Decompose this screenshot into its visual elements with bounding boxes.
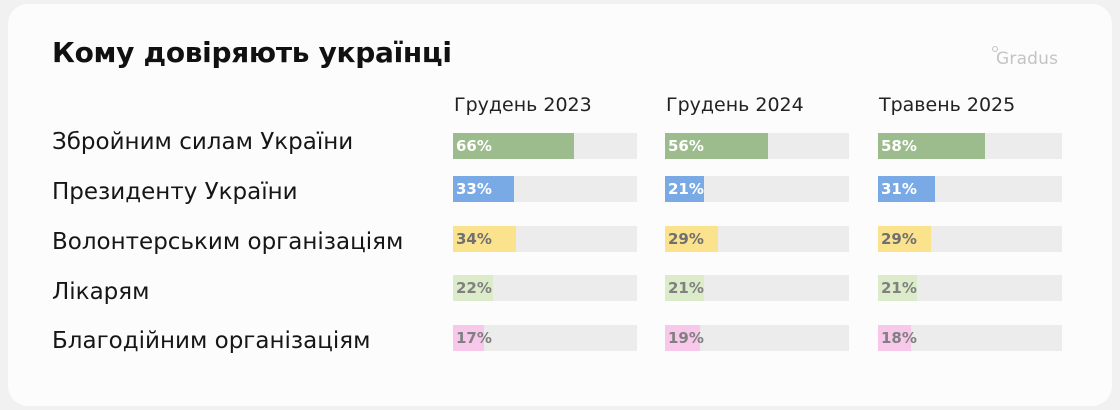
bar bbox=[665, 133, 768, 159]
bar-value-label: 18% bbox=[881, 329, 917, 347]
bar-track: 34% bbox=[453, 226, 637, 252]
bar bbox=[453, 176, 514, 202]
bar bbox=[878, 176, 935, 202]
bar-value-label: 31% bbox=[881, 180, 917, 198]
bar-track: 56% bbox=[665, 133, 849, 159]
bar-track: 21% bbox=[665, 176, 849, 202]
bar bbox=[453, 133, 574, 159]
category-label-volunteer-orgs: Волонтерським організаціям bbox=[52, 229, 404, 255]
bar-value-label: 34% bbox=[456, 230, 492, 248]
category-label-president: Президенту України bbox=[52, 179, 298, 205]
bar-value-label: 17% bbox=[456, 329, 492, 347]
bar-track: 33% bbox=[453, 176, 637, 202]
bar bbox=[665, 226, 718, 252]
period-header-dec-2023: Грудень 2023 bbox=[454, 94, 592, 116]
bar-track: 29% bbox=[878, 226, 1062, 252]
bar bbox=[453, 325, 484, 351]
bar-track: 21% bbox=[878, 275, 1062, 301]
bar-value-label: 21% bbox=[881, 279, 917, 297]
category-label-doctors: Лікарям bbox=[52, 279, 150, 305]
bar bbox=[453, 226, 516, 252]
bar-track: 18% bbox=[878, 325, 1062, 351]
bar-value-label: 21% bbox=[668, 279, 704, 297]
bar bbox=[878, 133, 985, 159]
bar-value-label: 56% bbox=[668, 137, 704, 155]
brand-logo: Gradus bbox=[992, 46, 1059, 69]
category-label-charity-orgs: Благодійним організаціям bbox=[52, 328, 371, 354]
brand-name: Gradus bbox=[996, 49, 1059, 69]
bar-track: 58% bbox=[878, 133, 1062, 159]
bar-track: 19% bbox=[665, 325, 849, 351]
bar-track: 66% bbox=[453, 133, 637, 159]
category-label-armed-forces: Збройним силам України bbox=[52, 129, 354, 155]
bar-value-label: 66% bbox=[456, 137, 492, 155]
bar-value-label: 29% bbox=[668, 230, 704, 248]
brand-dot-icon bbox=[992, 46, 998, 52]
bar-value-label: 22% bbox=[456, 279, 492, 297]
bar-value-label: 33% bbox=[456, 180, 492, 198]
bar-value-label: 58% bbox=[881, 137, 917, 155]
bar-value-label: 21% bbox=[668, 180, 704, 198]
bar-track: 31% bbox=[878, 176, 1062, 202]
period-header-may-2025: Травень 2025 bbox=[879, 94, 1016, 116]
bar bbox=[878, 325, 911, 351]
bar-value-label: 19% bbox=[668, 329, 704, 347]
bar bbox=[665, 275, 704, 301]
bar bbox=[878, 275, 917, 301]
bar bbox=[878, 226, 931, 252]
bar-track: 21% bbox=[665, 275, 849, 301]
bar-track: 17% bbox=[453, 325, 637, 351]
bar-value-label: 29% bbox=[881, 230, 917, 248]
bar bbox=[665, 325, 700, 351]
chart-title: Кому довіряють українці bbox=[52, 36, 452, 69]
period-header-dec-2024: Грудень 2024 bbox=[666, 94, 804, 116]
bar bbox=[453, 275, 493, 301]
bar-track: 22% bbox=[453, 275, 637, 301]
bar bbox=[665, 176, 704, 202]
bar-track: 29% bbox=[665, 226, 849, 252]
